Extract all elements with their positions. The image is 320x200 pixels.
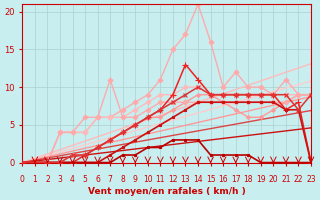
X-axis label: Vent moyen/en rafales ( km/h ): Vent moyen/en rafales ( km/h )	[88, 187, 245, 196]
